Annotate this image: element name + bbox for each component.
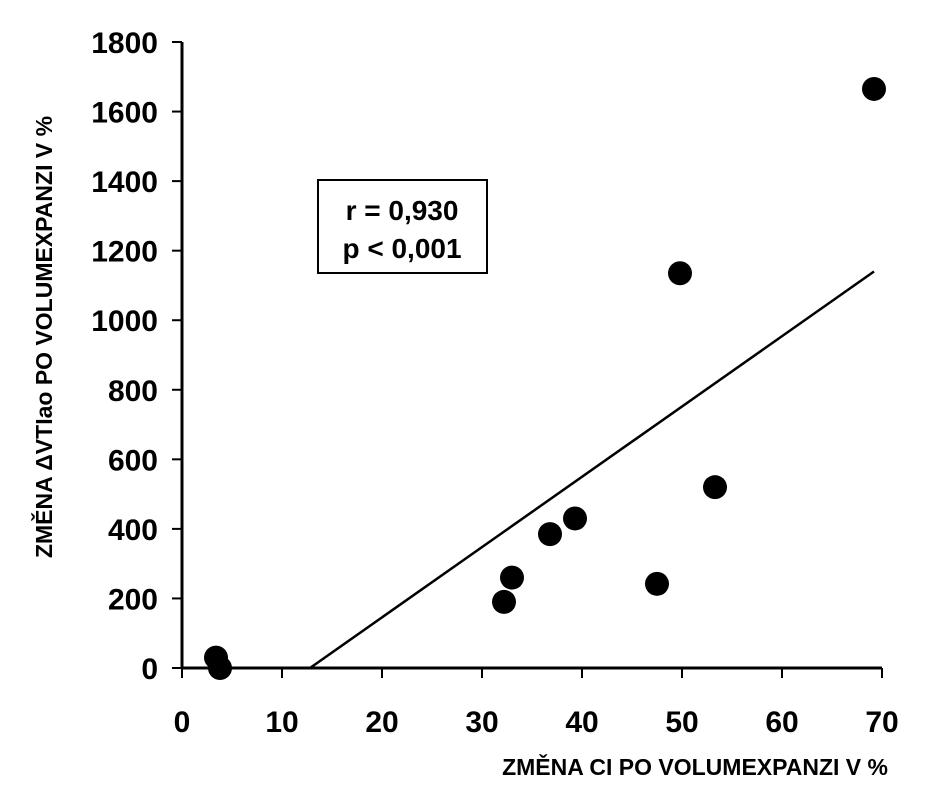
x-tick-label: 70 — [865, 706, 898, 739]
y-tick-label: 1400 — [91, 166, 158, 199]
data-point — [563, 506, 587, 531]
y-tick-label: 1200 — [91, 236, 158, 269]
x-axis-ticks: 0 10 20 30 40 50 60 70 — [174, 668, 899, 739]
x-tick-label: 60 — [765, 706, 798, 739]
y-tick-label: 200 — [108, 583, 158, 616]
stats-r-value: r = 0,930 — [346, 195, 459, 226]
data-point — [645, 571, 669, 596]
y-tick-label: 1600 — [91, 97, 158, 130]
y-tick-label: 800 — [108, 375, 158, 408]
data-point — [492, 589, 516, 614]
x-tick-label: 40 — [565, 706, 598, 739]
y-tick-label: 0 — [141, 653, 158, 686]
x-tick-label: 0 — [174, 706, 191, 739]
data-point — [500, 565, 524, 590]
axes — [180, 42, 882, 670]
x-tick-label: 30 — [465, 706, 498, 739]
data-point — [703, 475, 727, 500]
x-tick-label: 20 — [365, 706, 398, 739]
data-points — [204, 76, 886, 680]
y-tick-label: 600 — [108, 444, 158, 477]
y-axis-title: ZMĚNA ΔVTIao PO VOLUMEXPANZI V % — [30, 116, 57, 558]
data-point — [668, 261, 692, 286]
data-point — [538, 522, 562, 547]
y-tick-label: 400 — [108, 514, 158, 547]
stats-box-border — [317, 179, 488, 274]
x-axis-title: ZMĚNA CI PO VOLUMEXPANZI V % — [502, 753, 888, 780]
regression-line-group — [309, 270, 875, 670]
regression-line — [309, 270, 875, 670]
x-tick-label: 50 — [665, 706, 698, 739]
stats-box: r = 0,930 p < 0,001 — [317, 179, 488, 274]
data-point — [862, 76, 886, 101]
stats-p-value: p < 0,001 — [342, 233, 461, 264]
data-point — [208, 656, 232, 680]
y-tick-label: 1800 — [91, 27, 158, 60]
y-axis-ticks: 0 200 400 600 800 1000 1200 1400 1600 1800 — [91, 27, 182, 686]
x-tick-label: 10 — [265, 706, 298, 739]
y-tick-label: 1000 — [91, 305, 158, 338]
